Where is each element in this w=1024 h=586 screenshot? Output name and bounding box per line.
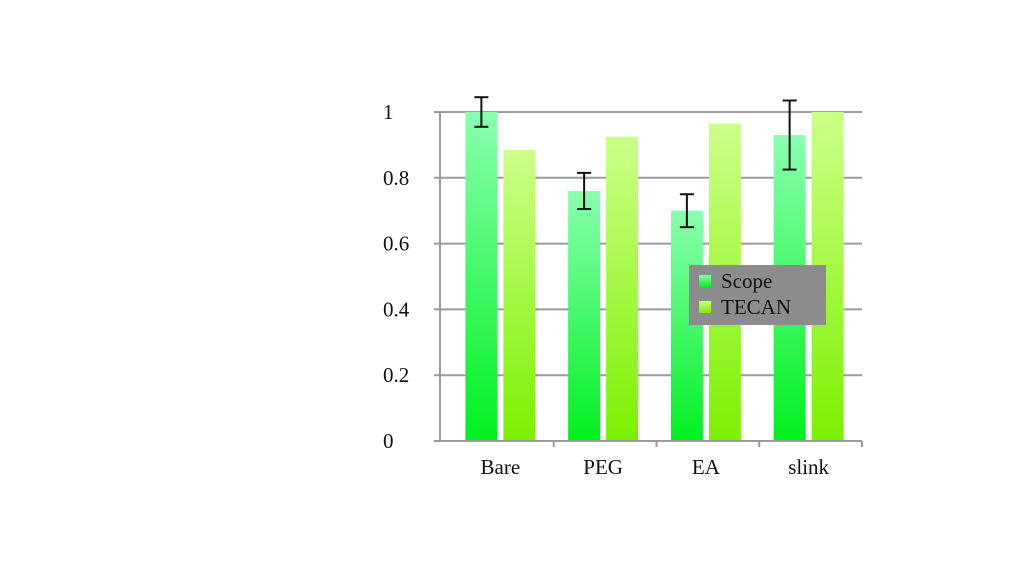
y-tick-label: 0.8 — [383, 166, 409, 190]
bar-scope-ea — [670, 210, 703, 441]
legend-box — [689, 265, 826, 325]
y-tick-label: 1 — [383, 100, 394, 124]
error-bar — [577, 171, 592, 211]
y-tick-label: 0.6 — [383, 232, 409, 256]
bar-tecan-bare — [503, 149, 536, 441]
x-tick-label: EA — [692, 455, 721, 479]
x-tick-label: Bare — [481, 455, 521, 479]
legend-swatch-tecan — [699, 301, 711, 313]
x-tick-label: PEG — [583, 455, 623, 479]
bar-tecan-peg — [606, 136, 639, 442]
axes: 0 0.2 0.4 0.6 0.8 1 Bare PEG EA slink — [383, 100, 863, 479]
error-bars — [474, 96, 797, 229]
y-tick-label: 0 — [383, 429, 394, 453]
error-bar — [474, 96, 489, 128]
bar-scope-peg — [568, 190, 601, 441]
error-bar — [679, 193, 694, 229]
legend-swatch-scope — [699, 275, 711, 287]
y-tick-label: 0.2 — [383, 363, 409, 387]
error-bar — [782, 99, 797, 171]
x-tick-label: slink — [788, 455, 829, 479]
bar-scope-bare — [465, 112, 498, 441]
legend-label-scope: Scope — [721, 269, 772, 293]
legend-label-tecan: TECAN — [721, 295, 791, 319]
y-tick-label: 0.4 — [383, 297, 410, 321]
